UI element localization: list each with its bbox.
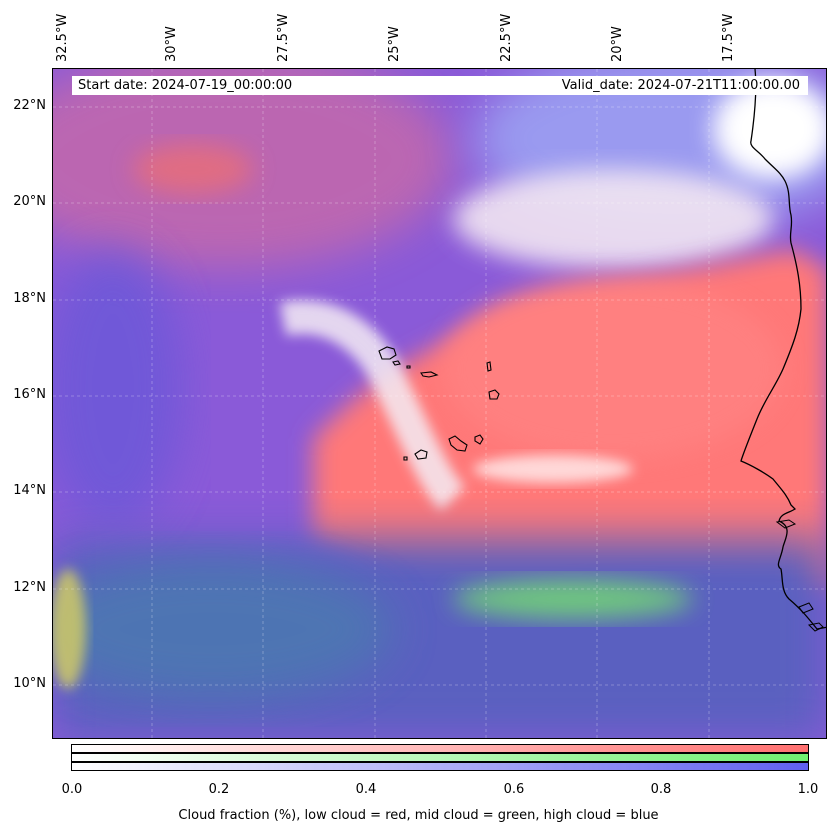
lat-label-14n: 14°N	[13, 483, 46, 498]
graticule	[53, 69, 826, 738]
lon-label-25w: 25°W	[387, 26, 402, 62]
lat-label-10n: 10°N	[13, 676, 46, 691]
start-date-text: Start date: 2024-07-19_00:00:00	[78, 78, 293, 93]
lon-label-27-5w: 27.5°W	[276, 13, 291, 62]
date-info-bar: Start date: 2024-07-19_00:00:00 Valid_da…	[72, 76, 808, 95]
cloud-field-svg	[53, 69, 826, 738]
south-mixed-cloud	[53, 559, 393, 699]
colorbar-high-cloud	[71, 762, 809, 771]
lat-label-12n: 12°N	[13, 580, 46, 595]
valid-date-text: Valid_date: 2024-07-21T11:00:00.00	[561, 78, 800, 93]
colorbar-tick-1-0: 1.0	[797, 782, 819, 797]
northeast-white-band	[453, 169, 773, 269]
lat-label-16n: 16°N	[13, 387, 46, 402]
low-cloud-core	[443, 279, 783, 459]
white-cloud-line	[473, 455, 633, 483]
west-high-cloud	[53, 249, 183, 529]
cloud-fraction-map	[52, 68, 827, 739]
cape-verde-islands	[378, 346, 500, 461]
colorbar-low-cloud	[71, 744, 809, 753]
west-africa-coastline	[740, 69, 826, 630]
colorbar-mid-cloud	[71, 753, 809, 762]
lon-label-17-5w: 17.5°W	[721, 13, 736, 62]
north-red-spot	[133, 144, 253, 194]
white-cloud-streak	[279, 300, 466, 512]
mid-cloud-band	[453, 579, 693, 619]
colorbar	[71, 744, 809, 772]
lat-label-22n: 22°N	[13, 98, 46, 113]
lat-label-20n: 20°N	[13, 194, 46, 209]
coastal-white-cloud	[713, 79, 826, 179]
lat-label-18n: 18°N	[13, 291, 46, 306]
west-mixed-patch	[53, 569, 86, 689]
colorbar-tick-0-6: 0.6	[503, 782, 525, 797]
colorbar-tick-0-0: 0.0	[61, 782, 83, 797]
lon-label-22-5w: 22.5°W	[499, 13, 514, 62]
colorbar-tick-0-8: 0.8	[650, 782, 672, 797]
colorbar-label: Cloud fraction (%), low cloud = red, mid…	[178, 808, 659, 823]
bijagos-islands	[775, 519, 824, 632]
lon-label-32-5w: 32.5°W	[55, 13, 70, 62]
lon-label-20w: 20°W	[610, 26, 625, 62]
lon-label-30w: 30°W	[164, 26, 179, 62]
colorbar-tick-0-4: 0.4	[355, 782, 377, 797]
colorbar-tick-0-2: 0.2	[208, 782, 230, 797]
